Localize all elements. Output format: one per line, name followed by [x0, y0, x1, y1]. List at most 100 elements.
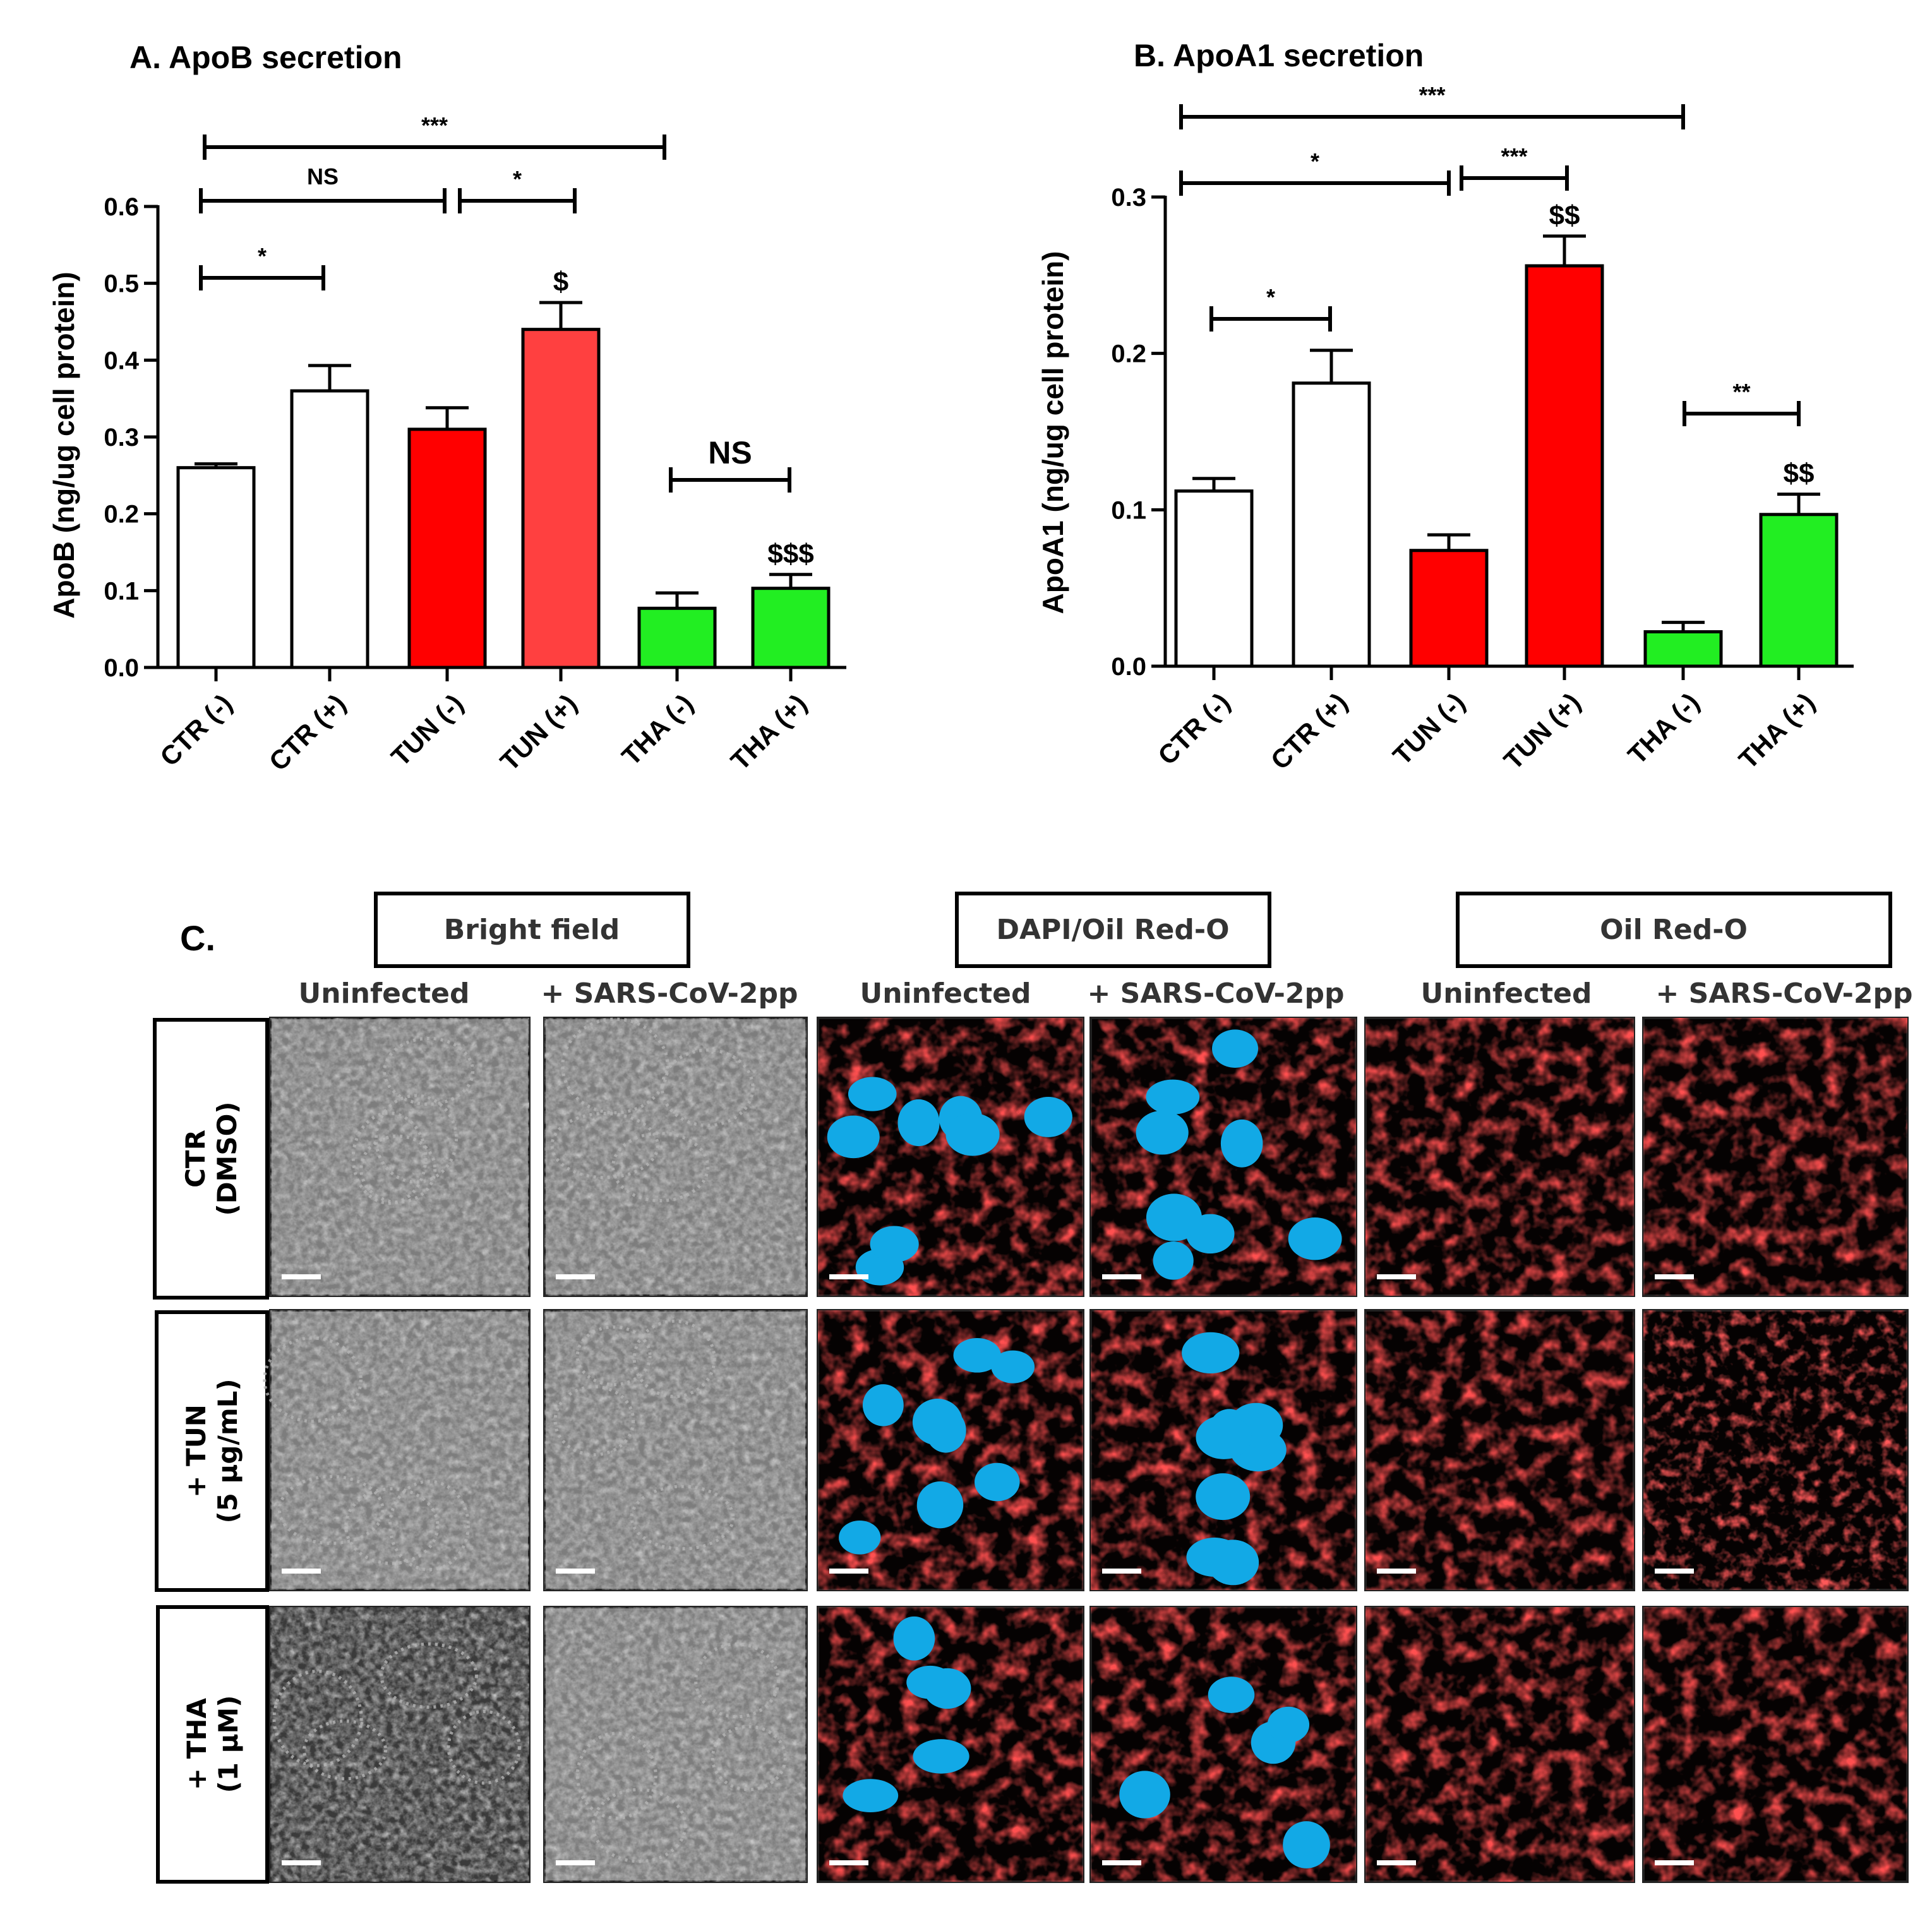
scale-bar: [556, 1569, 595, 1574]
row-label-tha-line2: (1 µM): [213, 1695, 244, 1793]
cell-outline: [630, 1485, 735, 1551]
bar: [521, 328, 601, 669]
nucleus: [897, 1099, 940, 1147]
chart-a-ylabel: ApoB (ng/ug cell protein): [47, 272, 80, 618]
scale-bar: [829, 1274, 868, 1279]
header-box-oil-red-o: [1456, 892, 1892, 968]
nucleus: [1207, 1539, 1259, 1586]
row-box-tun: [155, 1310, 269, 1592]
cell-outline: [575, 1731, 657, 1820]
row-box-ctr: [153, 1018, 269, 1300]
bar: [290, 389, 369, 669]
y-tick-label: 0.1: [1111, 496, 1146, 524]
cell-outline: [388, 1480, 470, 1572]
scale-bar: [1102, 1274, 1141, 1279]
comparison-label: NS: [708, 435, 752, 470]
cell-outline: [359, 1134, 437, 1204]
bar: [176, 466, 256, 669]
bar: [1292, 381, 1371, 668]
nucleus: [1146, 1079, 1200, 1115]
comparison-label: NS: [307, 164, 339, 189]
x-tick-label: TUN (-): [1387, 687, 1470, 770]
y-tick-label: 0.3: [1111, 184, 1146, 212]
row-label-ctr-line2: (DMSO): [212, 1101, 243, 1216]
micrograph-tile: [817, 1606, 1084, 1883]
x-tick-label: TUN (+): [495, 688, 583, 777]
x-tick-label: CTR (+): [263, 688, 352, 777]
bar: [751, 587, 831, 669]
nucleus: [1119, 1771, 1170, 1819]
x-tick-label: THA (-): [1622, 687, 1705, 770]
header-box-dapi-oil-red-o: [955, 892, 1271, 968]
scale-bar: [556, 1860, 595, 1865]
cell-outline: [611, 1132, 710, 1203]
y-tick-label: 0.6: [104, 193, 139, 221]
significance-marker: $$: [1549, 200, 1580, 231]
micrograph-texture: [270, 1607, 529, 1882]
nucleus: [1267, 1706, 1310, 1743]
significance-marker: $$$: [767, 539, 813, 570]
lipid-stain: [1365, 1607, 1634, 1882]
x-tick-label: THA (+): [725, 688, 813, 776]
micrograph-texture: [270, 1310, 529, 1590]
subheader-infected-dapi: + SARS-CoV-2pp: [1088, 977, 1345, 1010]
scale-bar: [1102, 1569, 1141, 1574]
row-label-tun-line2: (5 µg/mL): [212, 1378, 243, 1523]
comparison-label: ***: [421, 112, 448, 138]
chart-apob: A. ApoB secretion ApoB (ng/ug cell prote…: [47, 40, 846, 777]
micrograph-texture: [544, 1310, 807, 1590]
y-tick-label: 0.4: [104, 347, 139, 374]
nucleus: [1208, 1677, 1255, 1713]
micrograph-tile: [269, 1606, 531, 1883]
chart-b-ylabel: ApoA1 (ng/ug cell protein): [1036, 251, 1069, 614]
row-label-tun-line1: + TUN: [181, 1404, 212, 1498]
row-label-ctr-line1: CTR: [180, 1130, 211, 1188]
micrograph-tile: [269, 1017, 531, 1297]
chart-a-title: A. ApoB secretion: [129, 40, 402, 75]
header-dapi-oil-red-o: DAPI/Oil Red-O: [996, 914, 1229, 946]
nucleus: [975, 1462, 1020, 1502]
scale-bar: [556, 1274, 595, 1279]
comparison-label: ***: [1501, 143, 1527, 169]
micrograph-tile: [543, 1309, 808, 1591]
chart-b-title: B. ApoA1 secretion: [1134, 38, 1424, 73]
cell-outline: [380, 1642, 478, 1709]
nucleus: [913, 1739, 969, 1774]
bar: [1525, 264, 1604, 668]
header-bright-field: Bright field: [444, 914, 620, 946]
x-tick-label: CTR (-): [1152, 687, 1235, 770]
nucleus: [953, 1338, 1001, 1373]
nucleus: [1288, 1217, 1342, 1260]
micrograph-tile: [1642, 1309, 1909, 1591]
scale-bar: [1655, 1860, 1694, 1865]
row-box-tha: [156, 1605, 269, 1884]
cell-outline: [374, 1094, 458, 1184]
nucleus: [1283, 1821, 1330, 1868]
cell-outline: [272, 1670, 363, 1767]
subheader-infected-oro: + SARS-CoV-2pp: [1656, 977, 1913, 1010]
y-tick-label: 0.3: [104, 424, 139, 451]
x-tick-label: THA (+): [1733, 687, 1821, 775]
nucleus: [839, 1521, 881, 1555]
nucleus: [1153, 1241, 1194, 1280]
lipid-stain: [1365, 1018, 1634, 1296]
nucleus: [1182, 1332, 1240, 1374]
micrograph-tile: [1642, 1017, 1909, 1297]
y-tick-label: 0.2: [1111, 340, 1146, 368]
chart-apoa1: B. ApoA1 secretion ApoA1 (ng/ug cell pro…: [1036, 38, 1854, 775]
bar: [637, 606, 717, 669]
scale-bar: [1377, 1569, 1416, 1574]
row-label-tha-line1: + THA: [181, 1697, 212, 1790]
y-tick-label: 0.5: [104, 270, 139, 298]
x-tick-label: CTR (+): [1265, 687, 1353, 775]
comparison-label: *: [1266, 284, 1275, 310]
micrograph-tile: [1089, 1309, 1357, 1591]
comparison-label: *: [513, 166, 522, 192]
bar: [1409, 549, 1489, 668]
cell-outline: [711, 1725, 787, 1791]
y-tick-label: 0.2: [104, 501, 139, 529]
micrograph-tile: [543, 1017, 808, 1297]
micrograph-tile: [1364, 1309, 1635, 1591]
comparison-label: *: [258, 243, 267, 269]
